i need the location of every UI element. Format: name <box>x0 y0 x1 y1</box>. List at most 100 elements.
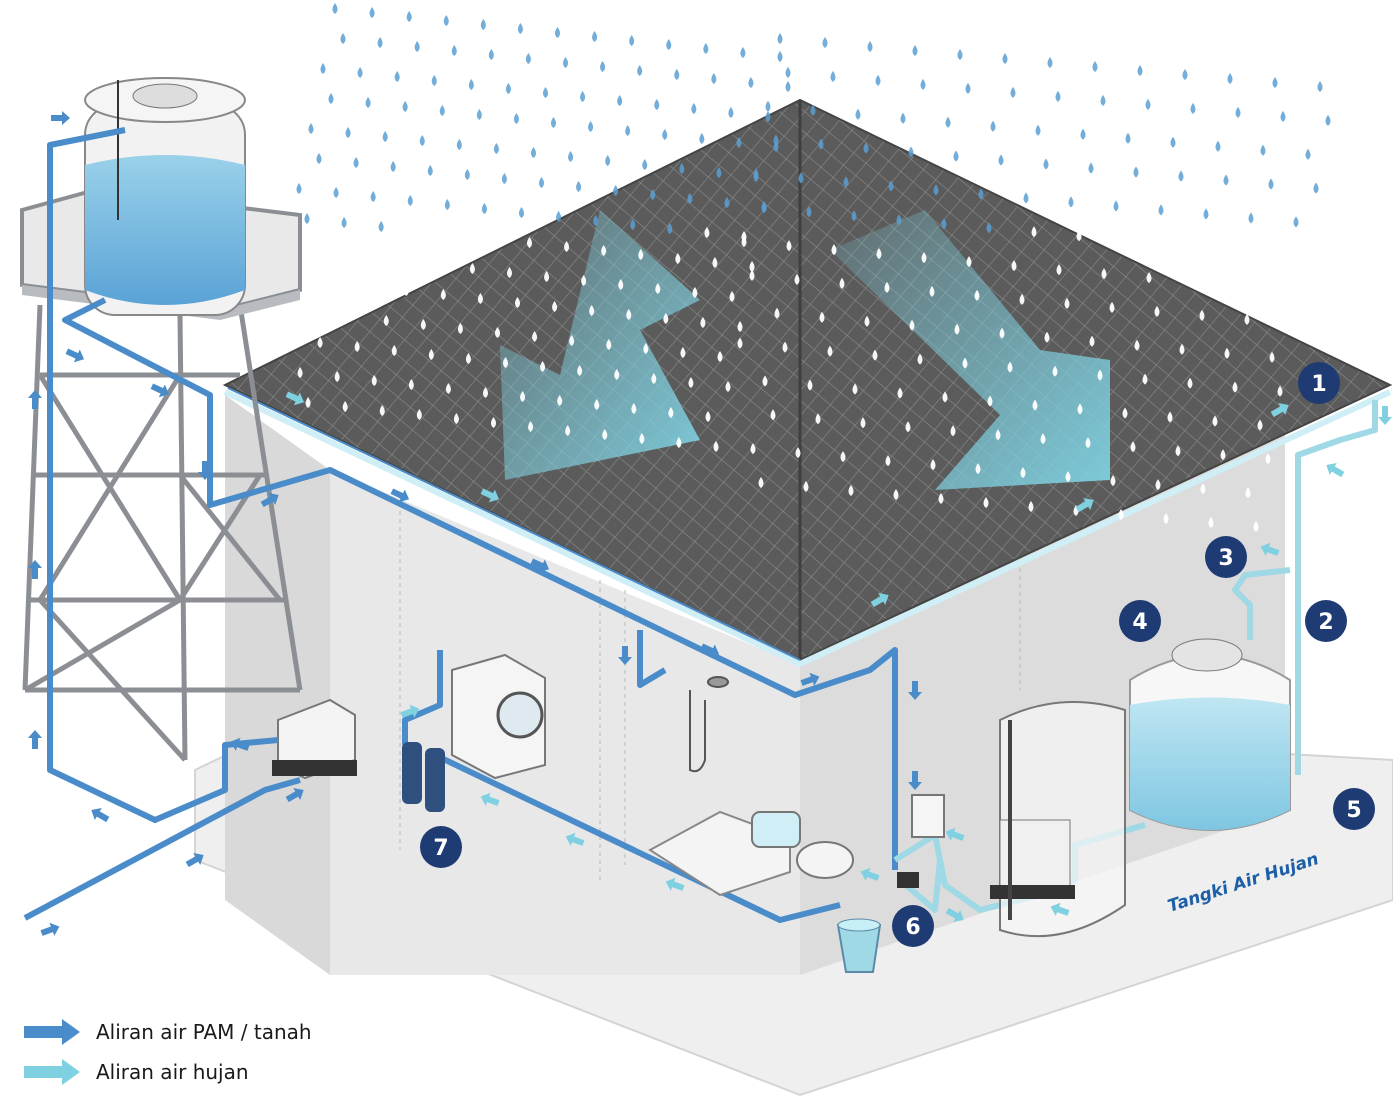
flow-arrow <box>908 771 922 790</box>
flow-arrow <box>1326 462 1345 478</box>
rain-drop <box>556 211 562 222</box>
rain-drop <box>717 351 723 362</box>
rain-drop <box>1223 174 1229 186</box>
rain-drop <box>316 153 322 164</box>
rain-drop <box>740 47 746 58</box>
rain-drop <box>785 81 791 92</box>
rain-drop <box>345 127 351 138</box>
rain-drop <box>691 103 697 114</box>
flow-arrow <box>1260 542 1280 556</box>
rain-drop <box>773 134 779 146</box>
badge-3: 3 <box>1205 536 1247 578</box>
rain-drop <box>416 409 422 420</box>
rain-drop <box>631 403 637 414</box>
rain-drop <box>765 100 771 112</box>
rain-drop <box>741 236 747 248</box>
rain-drop <box>1170 136 1176 148</box>
flow-arrow <box>65 348 85 363</box>
rain-drop <box>457 323 463 334</box>
rain-drop <box>1179 343 1185 355</box>
rain-drop <box>377 37 383 48</box>
rain-drop <box>909 319 915 331</box>
rain-drop <box>1118 509 1124 520</box>
rain-drop <box>807 379 813 391</box>
rain-drop <box>761 202 767 214</box>
rain-drop <box>1232 381 1238 393</box>
rain-drop <box>1253 521 1259 532</box>
rain-drop <box>1040 433 1046 445</box>
rain-drop <box>917 353 923 365</box>
flow-direction-arrows <box>28 111 1392 936</box>
rain-drop <box>777 51 783 62</box>
rain-drop <box>848 485 854 496</box>
flow-arrow <box>800 672 820 686</box>
rain-drop <box>680 347 686 358</box>
rain-drop <box>782 341 788 353</box>
rain-drop <box>1289 317 1295 329</box>
rain-drop <box>712 257 718 268</box>
rain-drop <box>637 65 643 76</box>
bucket <box>836 918 882 973</box>
water-tower <box>20 77 303 762</box>
flow-arrow <box>870 592 889 608</box>
rain-drop <box>762 375 768 387</box>
rain-drop <box>1130 441 1136 453</box>
rain-drop <box>803 481 809 492</box>
rain-drop <box>679 163 685 174</box>
rain-drop <box>1089 335 1095 347</box>
rain-drop <box>1236 280 1242 292</box>
rain-drop <box>1200 483 1206 495</box>
rain-drop <box>1010 86 1016 98</box>
rain-drop <box>957 49 963 60</box>
rain-drop <box>806 206 812 218</box>
rain-drop <box>938 493 944 504</box>
rain-drop <box>1325 114 1331 126</box>
rain-drop <box>1065 471 1071 483</box>
rain-drop <box>382 131 388 142</box>
rain-drop <box>1224 347 1230 359</box>
rain-drop <box>539 177 544 188</box>
rain-drop <box>328 93 334 104</box>
rain-drop <box>1293 216 1299 228</box>
rain-drop <box>840 451 846 463</box>
rain-drop <box>1256 246 1262 258</box>
rain-drop <box>481 203 487 214</box>
rain-drop <box>403 285 409 296</box>
rain-drop <box>650 189 656 200</box>
rain-drop <box>1097 369 1103 381</box>
rain-drop <box>1166 238 1172 250</box>
rain-drop <box>1190 102 1196 114</box>
rain-drop <box>1133 166 1139 178</box>
rain-drop <box>1064 297 1070 309</box>
rain-drop <box>810 104 816 116</box>
flow-arrow <box>565 832 585 846</box>
rain-drop <box>415 225 421 236</box>
rain-drop <box>852 383 858 395</box>
rain-drop <box>675 253 681 264</box>
rain-drop <box>1154 305 1160 317</box>
rain-drop <box>568 151 574 162</box>
arrow-icon <box>24 1019 80 1045</box>
rain-drop <box>353 157 359 168</box>
rain-drop <box>1142 373 1148 385</box>
rain-drop <box>1056 264 1062 276</box>
rain-drop <box>341 217 347 228</box>
rain-drop <box>1215 140 1221 152</box>
rain-drop <box>933 184 939 196</box>
rain-drop <box>1187 377 1193 389</box>
rain-drop <box>1047 57 1053 68</box>
rain-drop <box>1235 106 1241 118</box>
rain-drop <box>831 244 837 256</box>
badge-4: 4 <box>1119 600 1161 642</box>
shower <box>689 676 729 773</box>
rain-drop <box>431 75 437 86</box>
rain-drop <box>383 315 389 326</box>
rain-drop <box>1145 98 1151 110</box>
rain-drop <box>839 277 845 289</box>
rain-drop <box>618 279 624 290</box>
rain-drop <box>625 125 631 136</box>
flow-arrow <box>530 558 550 573</box>
rain-drop <box>998 154 1004 166</box>
rain-drop <box>342 401 348 412</box>
